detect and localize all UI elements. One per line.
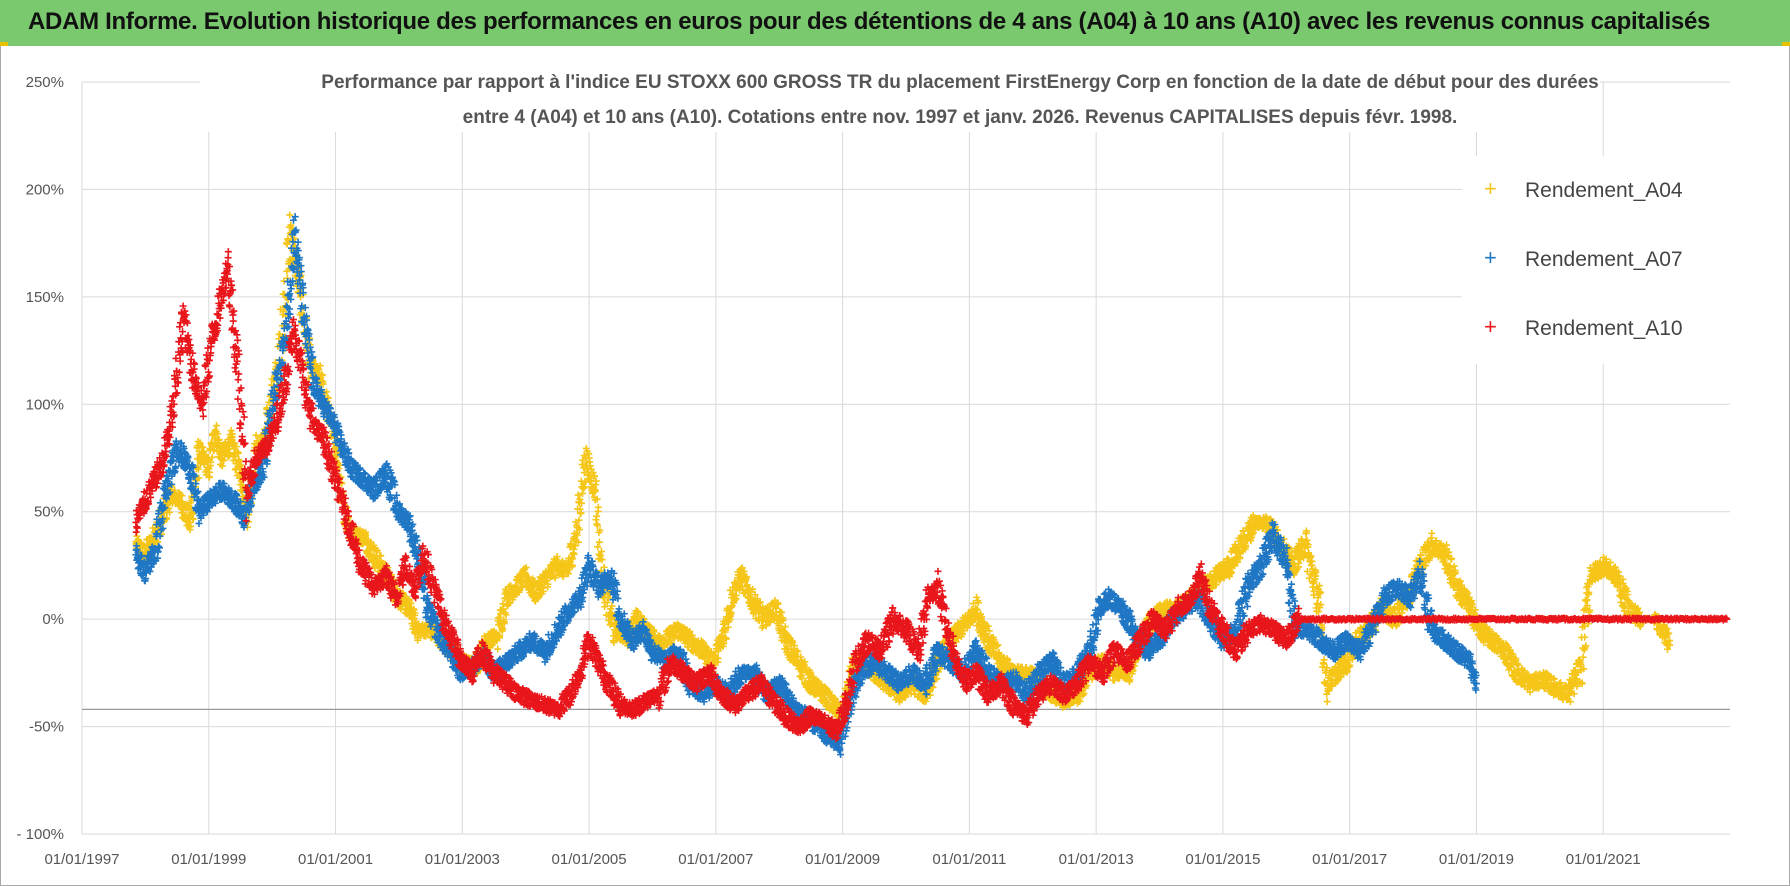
data-point	[495, 613, 503, 621]
data-point	[500, 605, 508, 613]
data-point	[232, 443, 240, 451]
data-point	[539, 587, 547, 595]
report-banner: ADAM Informe. Evolution historique des p…	[0, 0, 1790, 46]
data-point	[214, 430, 222, 438]
data-point	[187, 522, 195, 530]
data-point	[593, 512, 601, 520]
data-point	[286, 211, 294, 219]
banner-corner-right	[1782, 42, 1790, 46]
data-point	[234, 449, 242, 457]
data-point	[154, 538, 162, 546]
data-point	[166, 508, 174, 516]
data-point	[544, 580, 552, 588]
data-point	[234, 448, 242, 456]
data-point	[577, 509, 585, 517]
data-point	[500, 618, 508, 626]
data-point	[252, 431, 260, 439]
data-point	[534, 593, 542, 601]
data-point	[515, 588, 523, 596]
data-points	[132, 211, 1731, 759]
data-point	[519, 583, 527, 591]
data-point	[373, 546, 381, 554]
data-point	[224, 450, 232, 458]
data-point	[195, 474, 203, 482]
data-point	[194, 465, 202, 473]
data-point	[218, 462, 226, 470]
data-point	[177, 491, 185, 499]
data-point	[494, 645, 502, 653]
banner-corner-left	[0, 42, 8, 46]
data-point	[206, 468, 214, 476]
report-title: ADAM Informe. Evolution historique des p…	[28, 8, 1711, 35]
data-point	[298, 309, 306, 317]
data-point	[196, 439, 204, 447]
data-point	[362, 528, 370, 536]
data-point	[414, 636, 422, 644]
data-point	[594, 503, 602, 511]
data-point	[316, 362, 324, 370]
data-point	[227, 427, 235, 435]
data-point	[287, 221, 295, 229]
data-point	[215, 436, 223, 444]
data-point	[189, 515, 197, 523]
data-point	[496, 632, 504, 640]
data-point	[319, 380, 327, 388]
data-point	[318, 371, 326, 379]
data-point	[377, 552, 385, 560]
data-point	[284, 236, 292, 244]
data-point	[133, 532, 141, 540]
data-point	[208, 453, 216, 461]
data-point	[502, 611, 510, 619]
data-point	[279, 307, 287, 315]
data-point	[228, 430, 236, 438]
data-point	[411, 609, 419, 617]
data-point	[207, 458, 215, 466]
data-point	[220, 457, 228, 465]
data-point	[1428, 529, 1436, 537]
data-point	[499, 625, 507, 633]
data-point	[178, 492, 186, 500]
data-point	[522, 564, 530, 572]
data-point	[213, 422, 221, 430]
data-point	[235, 457, 243, 465]
data-point	[1323, 698, 1331, 706]
